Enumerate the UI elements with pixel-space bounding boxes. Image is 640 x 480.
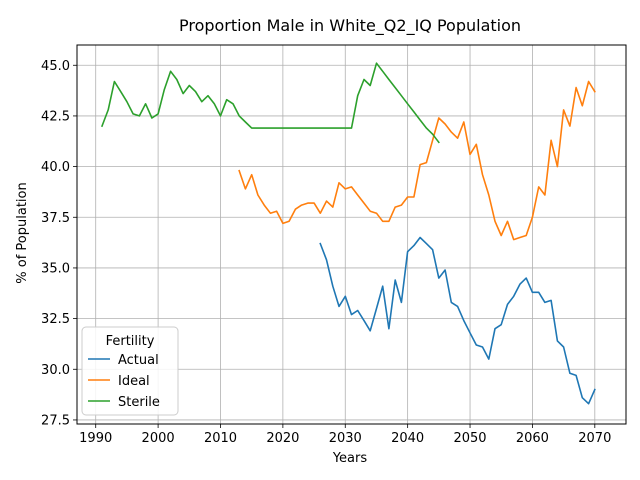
y-tick-label: 37.5 bbox=[41, 211, 70, 226]
y-tick-label: 35.0 bbox=[41, 261, 70, 276]
y-tick-label: 42.5 bbox=[41, 109, 70, 124]
series-line-actual bbox=[319, 236, 596, 405]
plot-frame bbox=[76, 44, 627, 425]
y-tick-label: 32.5 bbox=[41, 312, 70, 327]
legend-title: Fertility bbox=[106, 334, 155, 349]
legend-label-ideal: Ideal bbox=[118, 374, 150, 389]
x-tick-label: 2040 bbox=[391, 431, 424, 446]
legend-label-actual: Actual bbox=[118, 353, 159, 368]
x-tick-label: 2030 bbox=[329, 431, 362, 446]
series-line-sterile bbox=[100, 62, 440, 144]
legend-label-sterile: Sterile bbox=[118, 395, 160, 410]
y-tick-label: 45.0 bbox=[41, 59, 70, 74]
x-tick-label: 2020 bbox=[266, 431, 299, 446]
x-axis-title: Years bbox=[332, 451, 368, 466]
x-tick-label: 2050 bbox=[453, 431, 486, 446]
legend-box bbox=[81, 326, 179, 416]
y-tick-label: 27.5 bbox=[41, 413, 70, 428]
grid bbox=[77, 45, 626, 424]
axis-ticks: 1990 2000 2010 2020 2030 2040 2050 2060 2070 27.5… bbox=[41, 59, 611, 446]
x-tick-label: 1990 bbox=[79, 431, 112, 446]
x-tick-label: 2010 bbox=[204, 431, 237, 446]
chart-title: Proportion Male in White_Q2_IQ Populatio… bbox=[179, 16, 521, 36]
legend: Fertility Actual Ideal Sterile bbox=[81, 326, 179, 416]
series-lines bbox=[100, 62, 596, 405]
x-tick-label: 2060 bbox=[516, 431, 549, 446]
x-tick-label: 2000 bbox=[142, 431, 175, 446]
y-axis-title: % of Population bbox=[15, 182, 30, 283]
series-line-ideal bbox=[238, 80, 596, 241]
y-tick-label: 30.0 bbox=[41, 363, 70, 378]
y-tick-label: 40.0 bbox=[41, 160, 70, 175]
x-tick-label: 2070 bbox=[578, 431, 611, 446]
